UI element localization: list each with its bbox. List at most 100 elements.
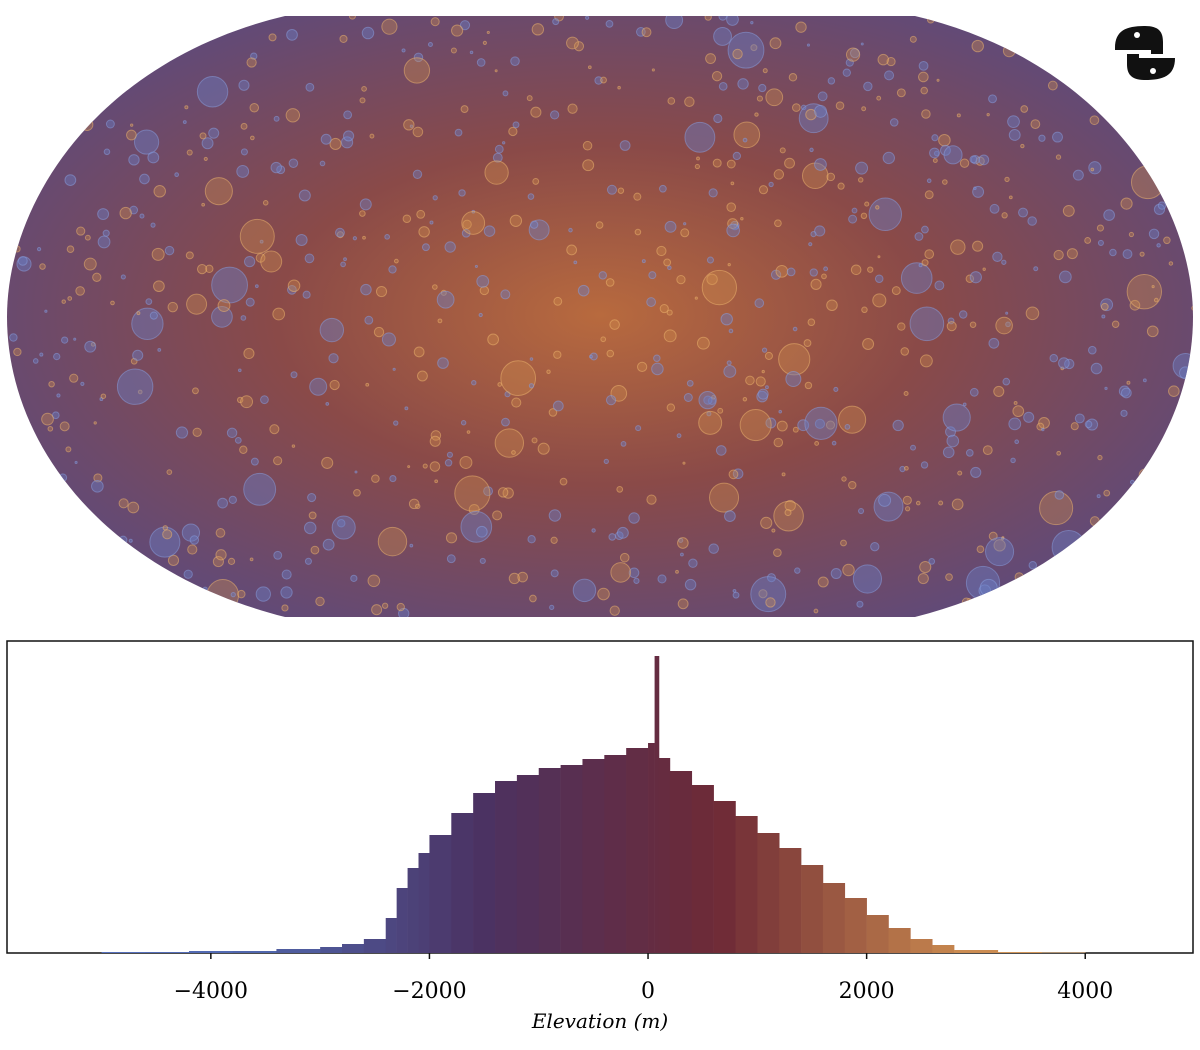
crater (708, 543, 719, 554)
crater (750, 44, 758, 52)
crater (718, 81, 728, 91)
x-axis-label: Elevation (m) (531, 1009, 668, 1033)
crater (128, 154, 140, 166)
crater (1043, 24, 1055, 36)
crater (833, 386, 839, 392)
crater (117, 32, 122, 36)
crater (418, 226, 430, 238)
crater (794, 567, 801, 574)
crater (1173, 441, 1178, 445)
crater (446, 451, 453, 458)
crater (169, 18, 177, 26)
crater (1041, 427, 1045, 432)
crater (745, 375, 755, 386)
crater (765, 597, 776, 608)
crater (371, 604, 383, 616)
crater (19, 549, 32, 563)
crater (149, 526, 181, 558)
crater (924, 249, 935, 259)
crater (55, 563, 66, 574)
crater (1014, 439, 1020, 445)
crater (527, 535, 536, 544)
crater (889, 118, 899, 127)
crater (189, 535, 200, 545)
crater (619, 140, 631, 151)
crater (600, 336, 607, 343)
crater (814, 225, 826, 237)
crater (917, 572, 929, 585)
crater (1089, 115, 1100, 126)
crater (352, 236, 358, 241)
crater (696, 336, 710, 350)
crater (17, 255, 28, 266)
crater (47, 425, 54, 432)
crater (1066, 248, 1078, 260)
histogram: −4000 −2000 0 2000 4000 (101, 656, 1113, 1004)
crater (497, 487, 509, 498)
crater (902, 495, 912, 505)
crater (437, 357, 449, 369)
crater (742, 397, 748, 402)
crater (1090, 362, 1103, 375)
crater (432, 195, 438, 201)
crater (1049, 353, 1059, 363)
crater (969, 18, 978, 26)
crater (831, 440, 837, 446)
crater (393, 420, 399, 426)
crater (1028, 560, 1038, 570)
crater (93, 421, 97, 425)
crater (976, 545, 985, 554)
crater (1053, 249, 1064, 261)
crater (900, 262, 933, 294)
crater (237, 589, 246, 599)
crater (462, 219, 472, 230)
bar (473, 793, 496, 953)
crater (971, 39, 984, 53)
crater (260, 395, 269, 405)
crater (762, 68, 768, 74)
crater (343, 110, 353, 120)
x-tick-label: 0 (641, 979, 655, 1004)
crater (609, 605, 620, 616)
crater (384, 233, 390, 240)
crater (305, 82, 315, 92)
crater (432, 284, 438, 290)
crater (238, 79, 250, 91)
bar (626, 748, 649, 953)
crater (1010, 457, 1016, 464)
bar (429, 835, 452, 953)
crater (237, 16, 250, 28)
bar (691, 785, 714, 953)
crater (259, 239, 264, 244)
crater (985, 537, 1015, 567)
crater (862, 338, 875, 351)
crater (720, 312, 733, 326)
crater (339, 34, 348, 43)
crater (367, 574, 381, 588)
crater (550, 536, 558, 544)
crater (526, 95, 533, 102)
crater (840, 539, 847, 547)
crater (648, 271, 657, 280)
crater (814, 158, 827, 171)
crater (392, 367, 396, 371)
crater (444, 459, 453, 467)
bar (888, 928, 911, 953)
crater (74, 460, 78, 465)
crater (821, 273, 827, 280)
crater (727, 31, 765, 69)
crater (788, 73, 798, 82)
crater (577, 284, 590, 297)
crater (663, 258, 672, 267)
crater (502, 90, 509, 97)
crater (909, 306, 945, 342)
crater (826, 299, 838, 312)
crater (83, 257, 97, 271)
crater (1096, 494, 1101, 499)
crater (100, 393, 107, 399)
crater (1160, 545, 1166, 550)
crater (566, 36, 579, 50)
crater (320, 133, 332, 145)
crater (308, 511, 317, 520)
crater (118, 498, 129, 509)
